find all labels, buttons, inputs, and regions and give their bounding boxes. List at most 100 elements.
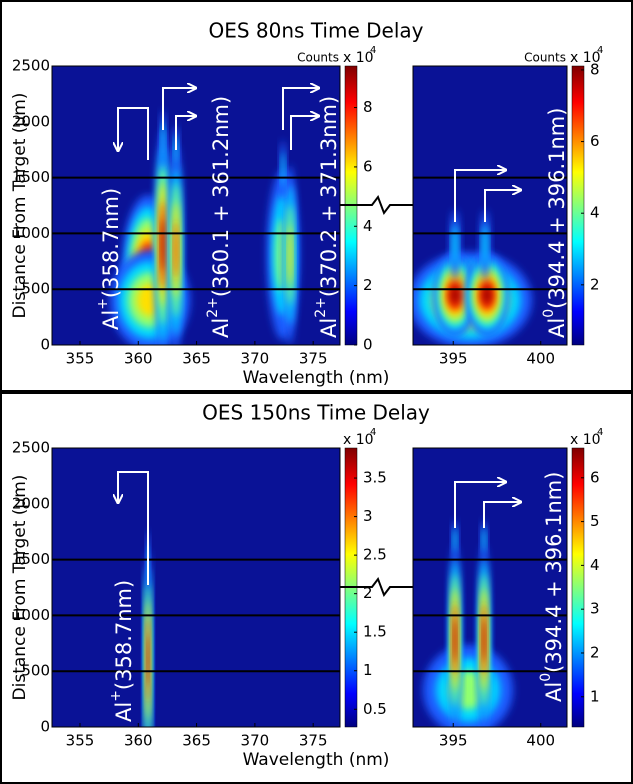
- colorbar-tick-label: 6: [590, 132, 600, 150]
- annotation-arrow: [454, 482, 505, 528]
- x-tick-label: 360: [124, 350, 153, 368]
- annotation-arrow: [484, 190, 520, 222]
- annotation-arrow: [282, 88, 318, 130]
- y-tick-label: 1000: [12, 224, 50, 242]
- y-tick-label: 500: [21, 662, 50, 680]
- annotation-text: (358.7nm): [112, 580, 136, 690]
- emission: [452, 224, 458, 266]
- annotation-text: Al: [317, 318, 341, 338]
- y-tick-label: 0: [40, 336, 50, 354]
- annotation-text: (360.1 + 361.2nm): [209, 96, 233, 297]
- emission: [453, 618, 457, 662]
- emission: [482, 224, 488, 266]
- annotation-arrow: [290, 116, 318, 150]
- axis-break: [340, 576, 413, 598]
- x-axis-label: Wavelength (nm): [243, 750, 390, 770]
- annotation-superscript: 0: [538, 673, 554, 682]
- annotation-text: Al: [99, 310, 123, 330]
- x-tick-label: 365: [182, 350, 211, 368]
- x-axis-label: Wavelength (nm): [243, 368, 390, 388]
- y-tick-label: 1500: [12, 168, 50, 186]
- annotation-arrow: [118, 107, 149, 160]
- colorbar-tick-label: 6: [363, 157, 373, 175]
- x-tick-label: 395: [439, 350, 468, 368]
- annotation-superscript: 2+: [313, 297, 329, 318]
- colorbar-label: Counts: [524, 51, 566, 65]
- colorbar-tick-label: 4: [363, 217, 373, 235]
- colorbar: [571, 447, 585, 728]
- colorbar: [571, 65, 585, 346]
- annotation-superscript: +: [108, 690, 124, 702]
- x-tick-label: 400: [526, 350, 555, 368]
- annotation-superscript: +: [95, 298, 111, 310]
- emission: [482, 618, 486, 662]
- annotation-text: (394.4 + 396.1nm): [545, 108, 569, 309]
- emission: [482, 528, 486, 552]
- annotation-text: (358.7nm): [99, 188, 123, 298]
- colorbar-tick-label: 8: [590, 60, 600, 78]
- colorbar-tick-label: 4: [590, 556, 600, 574]
- annotation-text: (370.2 + 371.3nm): [317, 96, 341, 297]
- y-axis-label: Distance From Target (μm): [10, 93, 30, 319]
- emission: [147, 634, 149, 686]
- colorbar-tick-label: 8: [363, 98, 373, 116]
- colorbar-tick-label: 2: [590, 275, 600, 293]
- y-tick-label: 0: [40, 718, 50, 736]
- annotation: Al+(358.7nm): [108, 580, 136, 722]
- colorbar-tick-label: 2: [590, 643, 600, 661]
- emission: [288, 225, 292, 285]
- annotation: Al2+(370.2 + 371.3nm): [313, 96, 341, 338]
- colorbar-scale: x 10: [570, 432, 601, 448]
- colorbar-tick-label: 6: [590, 468, 600, 486]
- x-tick-label: 355: [66, 732, 95, 750]
- colorbar-tick-label: 1: [363, 661, 373, 679]
- annotation-arrow: [454, 170, 505, 222]
- annotation-superscript: 2+: [205, 297, 221, 318]
- annotation-text: Al: [545, 318, 569, 338]
- y-tick-label: 500: [21, 280, 50, 298]
- emission: [281, 152, 285, 188]
- plot-background: [52, 448, 340, 727]
- colorbar-exponent: 4: [370, 427, 376, 438]
- panel-border: [0, 0, 633, 392]
- colorbar-exponent: 4: [597, 45, 603, 56]
- colorbar-tick-label: 0.5: [363, 700, 387, 718]
- x-tick-label: 360: [124, 732, 153, 750]
- colorbar-tick-label: 0: [363, 336, 373, 354]
- annotation-text: Al: [112, 702, 136, 722]
- colorbar-tick-label: 3: [363, 507, 373, 525]
- colorbar-tick-label: 1: [590, 687, 600, 705]
- colorbar-label: Counts: [297, 51, 339, 65]
- panel-border: [0, 392, 633, 784]
- colorbar-tick-label: 2: [363, 276, 373, 294]
- annotation: Al0(394.4 + 396.1nm): [538, 472, 566, 702]
- colorbar-tick-label: 5: [590, 512, 600, 530]
- annotation-arrow: [118, 471, 149, 585]
- x-tick-label: 400: [526, 732, 555, 750]
- colorbar-exponent: 4: [597, 427, 603, 438]
- colorbar-scale: x 10: [570, 50, 601, 66]
- y-tick-label: 2000: [12, 112, 50, 130]
- annotation: Al0(394.4 + 396.1nm): [541, 108, 569, 338]
- emission: [161, 122, 165, 158]
- panel-title: OES 80ns Time Delay: [209, 19, 424, 43]
- y-tick-label: 2500: [12, 57, 50, 75]
- colorbar-tick-label: 3: [590, 600, 600, 618]
- colorbar-scale: x 10: [343, 50, 374, 66]
- colorbar-tick-label: 3.5: [363, 469, 387, 487]
- axis-break: [340, 194, 413, 216]
- annotation-arrow: [162, 88, 195, 130]
- y-axis-label: Distance From Target (μm): [10, 475, 30, 701]
- colorbar-tick-label: 4: [590, 204, 600, 222]
- x-tick-label: 370: [241, 350, 270, 368]
- x-tick-label: 395: [439, 732, 468, 750]
- annotation-arrow: [483, 502, 520, 528]
- emission: [174, 221, 178, 279]
- x-tick-label: 375: [299, 732, 328, 750]
- x-tick-label: 355: [66, 350, 95, 368]
- panel-title: OES 150ns Time Delay: [202, 401, 430, 425]
- colorbar-tick-label: 2.5: [363, 546, 387, 564]
- heatmap: [144, 530, 152, 727]
- emission: [161, 218, 165, 272]
